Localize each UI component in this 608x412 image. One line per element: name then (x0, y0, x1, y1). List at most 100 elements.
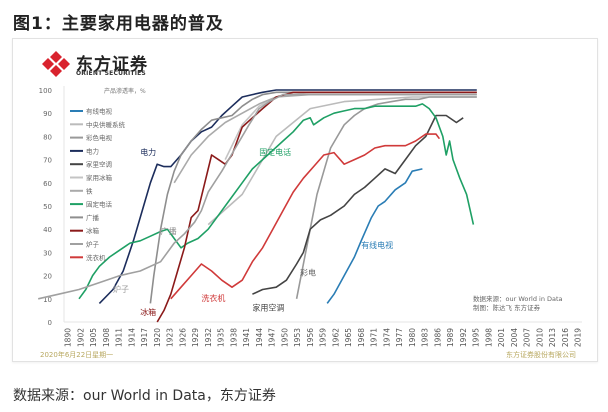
series-line-炉子 (38, 93, 477, 300)
legend-label: 有线电视 (86, 107, 113, 116)
series-line-家里空调 (252, 114, 464, 295)
series-annotation: 固定电话 (259, 147, 291, 157)
series-annotation: 有线电视 (361, 240, 393, 250)
series-line-冰箱 (156, 91, 477, 323)
y-axis: 0 10 20 30 40 50 60 70 80 90 100 (39, 86, 582, 327)
y-tick-label: 10 (43, 296, 52, 304)
x-tick-label: 1911 (115, 328, 124, 347)
x-tick-label: 1998 (484, 328, 493, 347)
legend-label: 炉子 (86, 240, 100, 249)
legend-label: 广播 (86, 213, 100, 222)
y-tick-label: 20 (43, 273, 52, 281)
series-line-有线电视 (326, 168, 423, 304)
x-tick-label: 1923 (166, 328, 175, 347)
note-author: 制图：陈达飞 东方证券 (473, 303, 541, 312)
legend-label: 家用冰箱 (86, 173, 113, 182)
y-tick-label: 70 (43, 157, 52, 165)
series-line-广播 (149, 91, 477, 304)
x-tick-label: 2007 (523, 328, 532, 347)
legend-label: 固定电话 (86, 200, 113, 209)
series-line-洗衣机 (170, 133, 441, 300)
x-tick-label: 1941 (242, 328, 251, 347)
legend-label: 中央供暖系统 (86, 120, 126, 129)
x-tick-label: 1938 (229, 328, 238, 347)
logo-name-cn: 东方证券 (76, 55, 148, 75)
x-tick-label: 1908 (102, 328, 111, 347)
x-tick-label: 1971 (370, 328, 379, 347)
x-tick-label: 1992 (459, 328, 468, 347)
x-tick-label: 1920 (153, 328, 162, 347)
x-tick-label: 2016 (561, 328, 570, 347)
x-tick-label: 1989 (446, 328, 455, 347)
report-date: 2020年6月22日星期一 (40, 351, 114, 359)
x-tick-label: 1983 (421, 328, 430, 347)
series-lines (38, 89, 477, 323)
x-tick-label: 1932 (204, 328, 213, 347)
x-tick-label: 1959 (319, 328, 328, 347)
series-line-铁 (173, 93, 477, 184)
series-line-彩色电视 (295, 96, 477, 299)
x-tick-label: 1917 (140, 328, 149, 347)
orient-logo: 东方证券 ORIENT SECURITIES (40, 50, 160, 80)
logo-diamond-icon (42, 51, 70, 77)
logo-name-en: ORIENT SECURITIES (76, 70, 146, 77)
series-annotation: 洗衣机 (201, 293, 225, 303)
figure-title: 图1：主要家用电器的普及 (13, 14, 224, 34)
legend-label: 冰箱 (86, 226, 100, 235)
x-tick-label: 1956 (306, 328, 315, 347)
y-tick-label: 80 (43, 133, 52, 141)
x-tick-label: 1944 (255, 328, 264, 347)
x-tick-label: 2013 (548, 328, 557, 347)
x-tick-label: 1968 (357, 328, 366, 347)
x-tick-label: 1980 (408, 328, 417, 347)
legend-label: 洗衣机 (86, 253, 106, 262)
series-annotation: 家用空调 (252, 302, 284, 312)
x-tick-label: 1926 (178, 328, 187, 347)
x-tick-label: 1905 (89, 328, 98, 347)
x-tick-label: 1950 (280, 328, 289, 347)
series-line-电力 (98, 89, 477, 304)
series-line-固定电话 (78, 103, 475, 300)
y-tick-label: 40 (43, 226, 52, 234)
x-tick-label: 1962 (331, 328, 340, 347)
legend-label: 电力 (86, 146, 99, 155)
x-axis: 1890 1902 1905 1908 1911 1914 1917 1920 1923 1926… (64, 328, 583, 347)
series-annotation: 彩电 (300, 268, 316, 278)
x-tick-label: 1914 (127, 328, 136, 347)
legend-label: 彩色电视 (86, 133, 113, 142)
y-axis-label: 产品渗透率，% (104, 87, 146, 95)
x-tick-label: 1902 (76, 328, 85, 347)
x-tick-label: 2010 (535, 328, 544, 347)
x-tick-label: 1929 (191, 328, 200, 347)
x-tick-label: 1986 (433, 328, 442, 347)
y-tick-label: 60 (43, 180, 52, 188)
company-name: 东方证券股份有限公司 (506, 351, 576, 359)
x-tick-label: 1974 (382, 328, 391, 347)
x-tick-label: 1977 (395, 328, 404, 347)
x-tick-label: 1935 (217, 328, 226, 347)
x-tick-label: 1953 (293, 328, 302, 347)
x-tick-label: 1965 (344, 328, 353, 347)
x-tick-label: 2004 (510, 328, 519, 347)
legend-label: 铁 (86, 186, 93, 195)
series-annotation: 广播 (161, 226, 177, 236)
y-tick-label: 100 (39, 87, 52, 95)
y-tick-label: 50 (43, 203, 52, 211)
y-tick-label: 30 (43, 249, 52, 257)
x-tick-label: 1890 (64, 328, 73, 347)
data-source-caption: 数据来源：our World in Data，东方证券 (13, 388, 276, 404)
chart-frame (12, 38, 598, 362)
series-annotation: 电力 (140, 147, 156, 157)
y-tick-label: 90 (43, 110, 52, 118)
x-tick-label: 2001 (497, 328, 506, 347)
x-tick-label: 1947 (268, 328, 277, 347)
legend-label: 家里空调 (86, 160, 112, 169)
y-tick-label: 0 (48, 319, 52, 327)
x-tick-label: 1995 (472, 328, 481, 347)
series-annotation: 冰箱 (140, 307, 156, 317)
series-annotation: 炉子 (113, 284, 129, 294)
x-tick-label: 2019 (574, 328, 583, 347)
